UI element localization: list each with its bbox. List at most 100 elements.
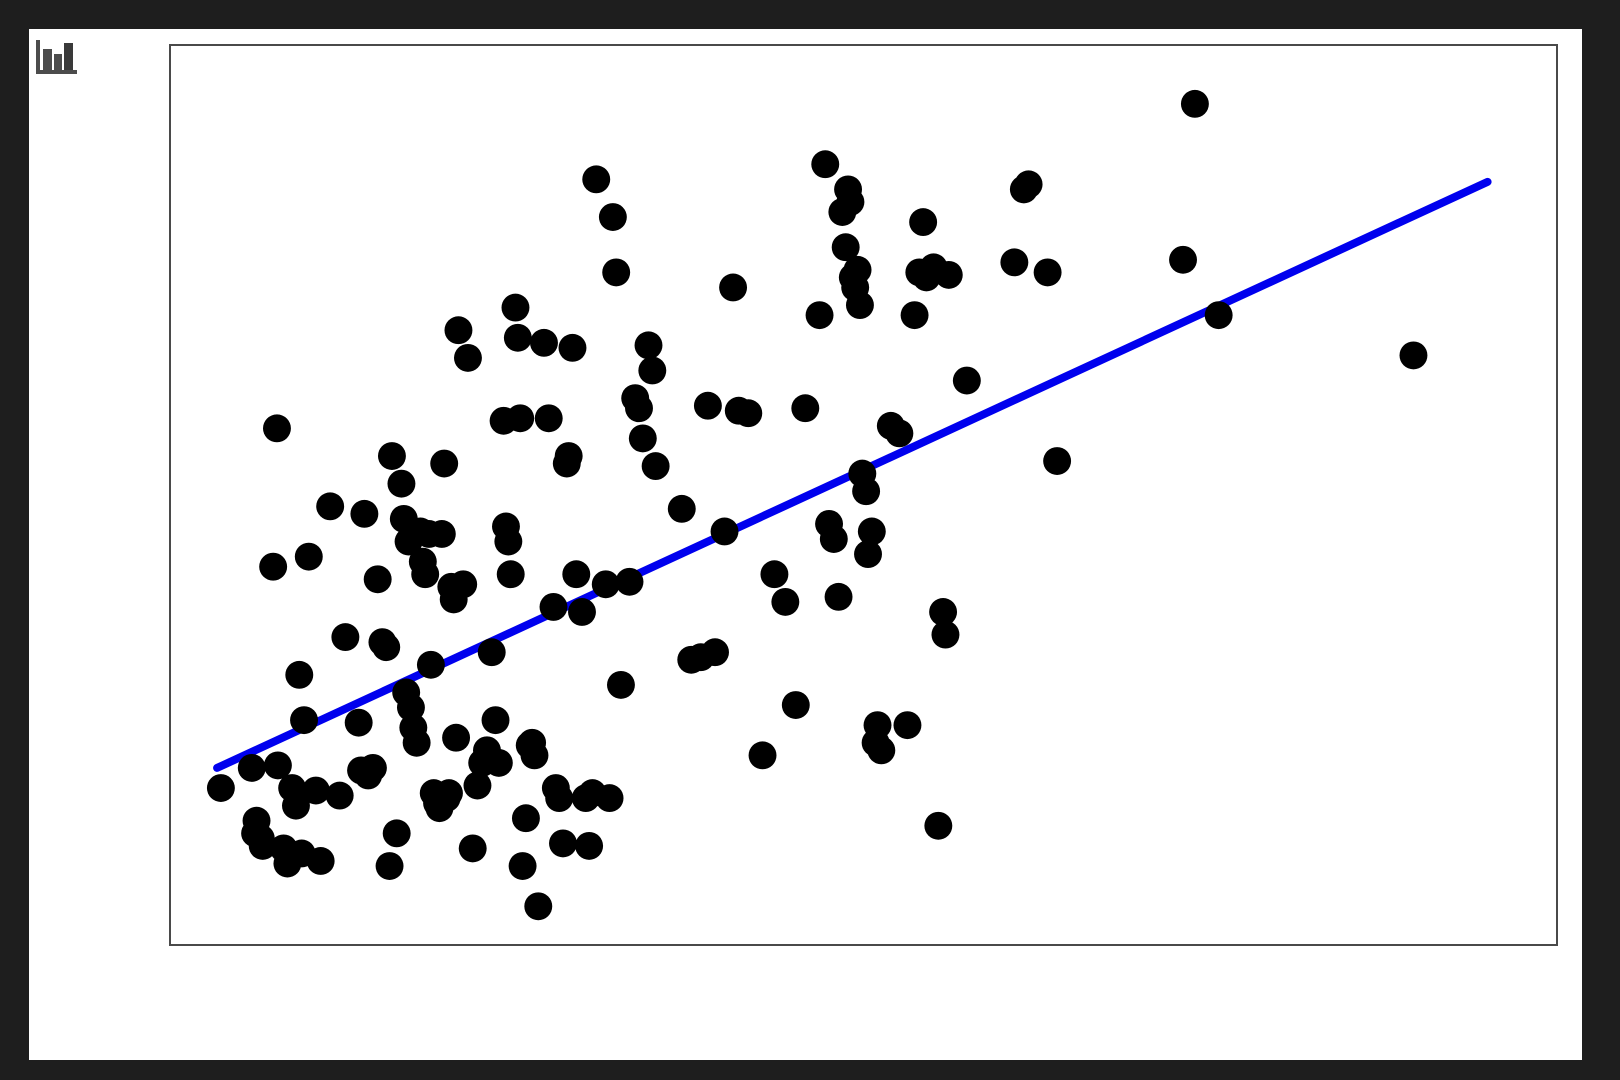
scatter-point <box>494 527 523 556</box>
scatter-point <box>1399 341 1428 370</box>
scatter-point <box>900 301 929 330</box>
scatter-point <box>843 255 872 284</box>
y-tick-mark <box>169 463 171 465</box>
scatter-point <box>693 391 722 420</box>
scatter-point <box>1043 447 1072 475</box>
scatter-point <box>248 831 277 860</box>
scatter-point <box>206 774 235 802</box>
scatter-point <box>924 811 953 840</box>
scatter-point <box>701 638 729 667</box>
scatter-point <box>582 165 611 194</box>
scatter-point <box>402 728 431 757</box>
scatter-point <box>625 394 653 423</box>
scatter-point <box>372 633 401 662</box>
scatter-point <box>1033 258 1062 287</box>
scatter-point <box>539 592 568 621</box>
y-tick-mark <box>169 210 171 212</box>
scatter-point <box>520 741 549 770</box>
scatter-point <box>602 258 631 287</box>
scatter-point <box>893 711 922 740</box>
y-tick-mark <box>169 337 171 339</box>
scatter-point <box>416 650 445 679</box>
scatter-point <box>819 525 848 553</box>
scatter-point <box>375 852 404 880</box>
scatter-point <box>562 560 591 589</box>
scatter-point <box>263 751 292 780</box>
scatter-point <box>358 753 387 782</box>
scatter-point <box>1204 301 1233 330</box>
scatter-point <box>591 570 620 599</box>
scatter-point <box>606 670 635 699</box>
x-tick-mark <box>369 944 371 946</box>
scatter-point <box>549 829 577 858</box>
scatter-point <box>434 779 463 808</box>
scatter-point <box>760 560 789 589</box>
scatter-point <box>909 208 938 237</box>
scatter-point <box>638 356 667 385</box>
y-tick-mark <box>169 842 171 844</box>
scatter-point <box>615 567 644 596</box>
scatter-point <box>281 791 310 820</box>
scatter-point <box>852 477 881 506</box>
x-tick-mark <box>1322 944 1324 946</box>
scatter-point <box>290 706 318 735</box>
scatter-point <box>1000 248 1029 277</box>
scatter-point <box>294 542 323 571</box>
scatter-point <box>710 517 739 546</box>
y-tick-mark <box>169 589 171 591</box>
scatter-point <box>285 660 314 689</box>
scatter-point <box>811 150 840 179</box>
scatter-point <box>508 852 537 880</box>
scatter-points <box>206 89 1428 921</box>
scatter-point <box>524 892 553 921</box>
scatter-point <box>484 748 513 777</box>
scatter-point <box>442 723 471 752</box>
scatter-point <box>854 540 882 569</box>
scatter-point <box>481 706 510 735</box>
scatter-point <box>824 582 853 611</box>
scatter-point <box>262 414 291 443</box>
scatter-point <box>511 804 540 833</box>
scatter-point <box>931 620 960 649</box>
scatter-point <box>382 819 411 848</box>
scatter-point <box>719 273 748 302</box>
scatter-point <box>568 598 596 626</box>
scatter-point <box>463 771 492 800</box>
scatter-point <box>453 343 482 372</box>
scatter-point <box>781 691 810 719</box>
scatter-point <box>575 831 604 860</box>
y-tick-mark <box>169 716 171 718</box>
x-tick-mark <box>1083 944 1085 946</box>
scatter-point <box>331 623 360 652</box>
scatter-point <box>667 494 696 523</box>
scatter-point <box>237 753 266 782</box>
scatter-point <box>929 598 958 626</box>
scatter-plot-canvas <box>206 89 1492 921</box>
scatter-point <box>344 708 373 737</box>
scatter-point <box>831 233 860 262</box>
scatter-point <box>791 394 820 423</box>
scatter-point <box>836 188 865 216</box>
scatter-point <box>350 499 379 528</box>
scatter-point <box>458 834 487 863</box>
y-tick-mark <box>169 84 171 86</box>
scatter-point <box>449 570 478 599</box>
scatter-point <box>444 316 473 345</box>
scatter-point <box>885 419 914 448</box>
scatter-point <box>1169 245 1197 274</box>
scatter-point <box>558 333 587 362</box>
plot-axes: 50100150200250300350−0.050.000.050.100.1… <box>169 44 1558 946</box>
scatter-point <box>316 492 345 521</box>
scatter-point <box>501 293 530 322</box>
bar-chart-icon[interactable] <box>35 38 79 76</box>
scatter-point <box>1180 89 1209 118</box>
scatter-point <box>641 452 670 481</box>
bar-chart-icon-glyph <box>36 40 77 74</box>
scatter-point <box>430 449 459 478</box>
scatter-point <box>734 399 763 428</box>
scatter-point <box>506 404 535 433</box>
scatter-point <box>534 404 563 433</box>
scatter-point <box>363 565 392 594</box>
scatter-point <box>530 328 558 357</box>
scatter-point <box>598 203 627 231</box>
